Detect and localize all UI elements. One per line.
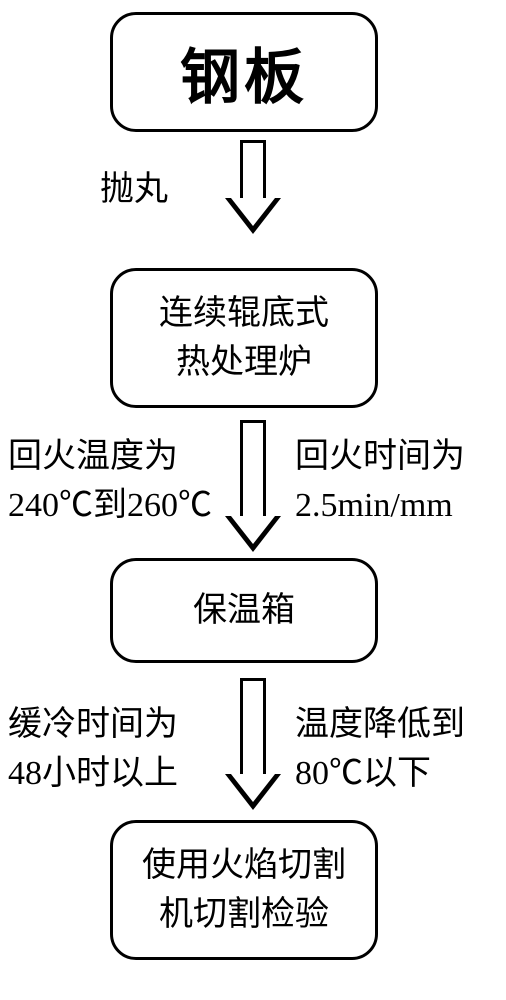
node-furnace-label: 连续辊底式 热处理炉 [159, 289, 329, 388]
node-flame-cut: 使用火焰切割 机切割检验 [110, 820, 378, 960]
label-temper-time: 回火时间为 2.5min/mm [295, 432, 465, 531]
node-flame-cut-label: 使用火焰切割 机切割检验 [142, 841, 346, 940]
node-steel-plate-label: 钢板 [180, 29, 308, 116]
label-temper-temp: 回火温度为 240℃到260℃ [8, 432, 212, 531]
node-steel-plate: 钢板 [110, 12, 378, 132]
node-furnace: 连续辊底式 热处理炉 [110, 268, 378, 408]
node-insulation-box: 保温箱 [110, 558, 378, 663]
arrow-3 [225, 678, 281, 810]
label-slow-cool-temp: 温度降低到 80℃以下 [295, 700, 465, 799]
arrow-1 [225, 140, 281, 234]
label-slow-cool-time: 缓冷时间为 48小时以上 [8, 700, 178, 799]
label-shot-blasting: 抛丸 [100, 165, 168, 214]
arrow-2 [225, 420, 281, 552]
node-insulation-box-label: 保温箱 [193, 586, 295, 635]
